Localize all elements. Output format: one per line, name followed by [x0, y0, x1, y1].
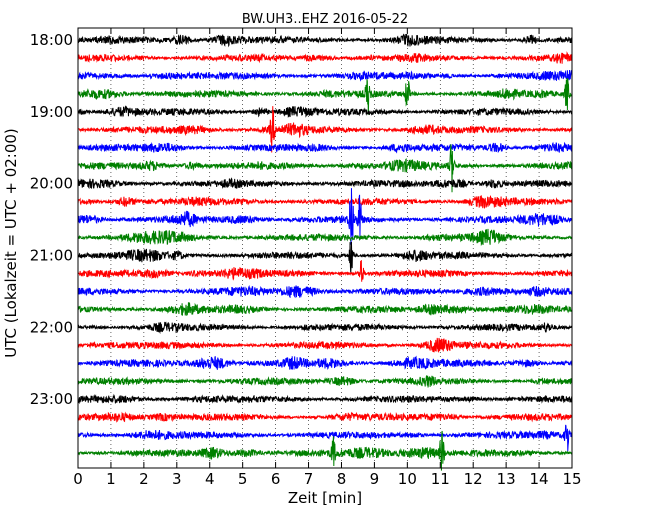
- seismic-trace: [77, 411, 573, 423]
- seismic-trace: [77, 260, 573, 282]
- x-axis-label: Zeit [min]: [288, 489, 362, 507]
- axis-ticks: 0 1 2 3 4 5 6 7 8 9 10 11 12 13 14 1518:0019:0020:0021:…: [30, 28, 582, 488]
- y-tick-label: 18:00: [30, 31, 73, 49]
- y-tick-label: 22:00: [30, 318, 73, 336]
- seismic-trace: [77, 375, 573, 388]
- seismic-trace: [77, 69, 573, 82]
- seismic-trace: [77, 337, 573, 353]
- seismic-trace: [77, 424, 573, 452]
- seismic-trace: [77, 393, 573, 405]
- seismic-trace: [77, 78, 573, 115]
- seismic-trace: [77, 106, 573, 153]
- x-tick-label: 7: [304, 470, 314, 488]
- x-tick-label: 0: [73, 470, 83, 488]
- x-tick-label: 3: [172, 470, 182, 488]
- x-tick-label: 15: [562, 470, 581, 488]
- x-tick-label: 6: [271, 470, 281, 488]
- seismic-trace: [77, 430, 573, 471]
- plot-frame: [77, 27, 573, 469]
- x-tick-label: 2: [139, 470, 149, 488]
- seismic-trace: [77, 144, 573, 193]
- seismic-trace: [77, 321, 573, 335]
- seismic-trace: [77, 302, 573, 316]
- y-tick-label: 21:00: [30, 246, 73, 264]
- seismic-trace: [77, 188, 573, 245]
- seismic-traces: [77, 33, 573, 471]
- seismic-trace: [77, 242, 573, 273]
- seismic-trace: [77, 177, 573, 190]
- y-axis-label: UTC (Lokalzeit = UTC + 02:00): [2, 128, 20, 358]
- y-tick-label: 23:00: [30, 390, 73, 408]
- y-tick-label: 20:00: [30, 175, 73, 193]
- x-tick-label: 1: [106, 470, 116, 488]
- x-tick-label: 9: [370, 470, 380, 488]
- x-tick-label: 8: [337, 470, 347, 488]
- x-tick-label: 10: [398, 470, 417, 488]
- x-tick-label: 11: [431, 470, 450, 488]
- x-tick-label: 5: [238, 470, 248, 488]
- x-tick-label: 4: [205, 470, 215, 488]
- y-tick-label: 19:00: [30, 103, 73, 121]
- chart-title: BW.UH3..EHZ 2016-05-22: [242, 12, 408, 27]
- x-tick-label: 12: [464, 470, 483, 488]
- seismic-trace: [77, 51, 573, 64]
- x-tick-label: 14: [530, 470, 549, 488]
- grid-lines: [110, 28, 540, 468]
- seismic-trace: [77, 228, 573, 247]
- seismic-trace: [77, 355, 573, 370]
- seismic-trace: [77, 284, 573, 299]
- seismic-trace: [77, 33, 573, 48]
- seismic-trace: [77, 195, 573, 209]
- seismic-trace: [77, 141, 573, 154]
- x-tick-label: 13: [497, 470, 516, 488]
- seismic-trace: [77, 105, 573, 118]
